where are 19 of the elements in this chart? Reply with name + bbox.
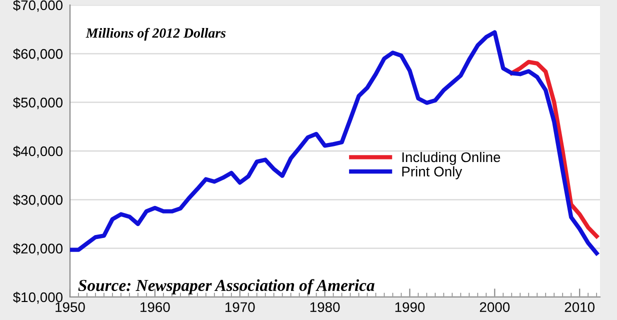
x-tick-label: 2000: [480, 302, 510, 312]
legend-label: Including Online: [402, 152, 500, 165]
y-tick-label: $10,000: [13, 292, 63, 304]
y-tick-label: $60,000: [13, 48, 63, 60]
legend-label: Print Only: [402, 166, 462, 180]
y-tick-label: $50,000: [13, 97, 63, 110]
y-tick-label: $20,000: [13, 243, 63, 256]
y-tick-label: $30,000: [13, 194, 63, 206]
y-tick-label: $40,000: [13, 146, 63, 158]
x-tick-label: 1970: [225, 302, 255, 312]
x-tick-label: 1960: [140, 302, 170, 312]
x-tick-label: 2010: [564, 302, 595, 312]
x-tick-label: 1950: [56, 302, 85, 312]
x-tick-label: 1990: [395, 302, 425, 312]
x-tick-label: 1980: [310, 302, 340, 312]
line-series: [510, 60, 599, 238]
annotation: Source: Newspaper Association of America: [78, 279, 374, 294]
annotation: Millions of 2012 Dollars: [86, 28, 226, 41]
y-tick-label: $70,000: [13, 0, 63, 12]
